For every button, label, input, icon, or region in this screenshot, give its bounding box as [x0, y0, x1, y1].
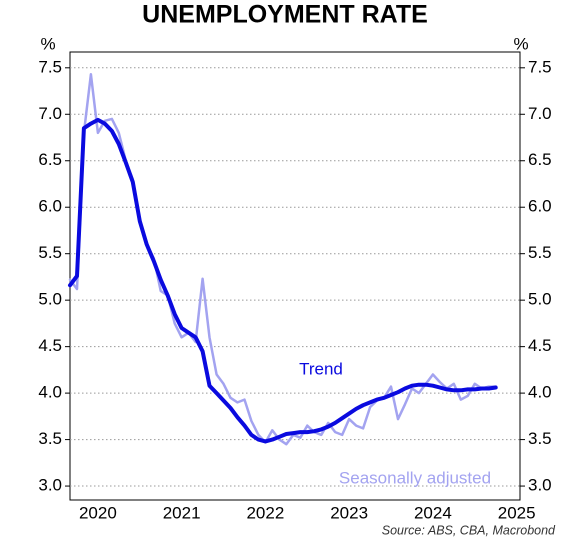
y-tick-label: 5.0	[38, 290, 62, 309]
y2-tick-label: 3.5	[528, 429, 552, 448]
legend-label: Seasonally adjusted	[339, 468, 491, 487]
x-tick-label: 2023	[330, 503, 368, 522]
y-tick-label: 7.5	[38, 57, 62, 76]
y2-tick-label: 4.5	[528, 336, 552, 355]
source-note: Source: ABS, CBA, Macrobond	[382, 523, 556, 537]
legend-label: Trend	[299, 359, 343, 378]
y2-tick-label: 7.5	[528, 57, 552, 76]
y-tick-label: 5.5	[38, 243, 62, 262]
chart-title: UNEMPLOYMENT RATE	[142, 1, 428, 29]
x-tick-label: 2022	[246, 503, 284, 522]
y2-tick-label: 5.5	[528, 243, 552, 262]
x-tick-label: 2020	[79, 503, 117, 522]
plot-frame	[69, 51, 521, 501]
y2-tick-label: 3.0	[528, 476, 552, 495]
y2-tick-label: 6.5	[528, 150, 552, 169]
series-line	[68, 117, 498, 444]
y-unit-right: %	[513, 34, 528, 53]
y-tick-label: 4.5	[38, 336, 62, 355]
y-tick-label: 3.5	[38, 429, 62, 448]
x-tick-label: 2021	[163, 503, 201, 522]
y-tick-label: 4.0	[38, 383, 62, 402]
y-tick-label: 7.0	[38, 104, 62, 123]
y2-tick-label: 7.0	[528, 104, 552, 123]
y-tick-label: 3.0	[38, 476, 62, 495]
y-unit-left: %	[40, 34, 55, 53]
y2-tick-label: 4.0	[528, 383, 552, 402]
y-tick-label: 6.5	[38, 150, 62, 169]
x-tick-label: 2025	[498, 503, 536, 522]
x-tick-label: 2024	[414, 503, 452, 522]
y2-tick-label: 6.0	[528, 197, 552, 216]
y2-tick-label: 5.0	[528, 290, 552, 309]
y-tick-label: 6.0	[38, 197, 62, 216]
